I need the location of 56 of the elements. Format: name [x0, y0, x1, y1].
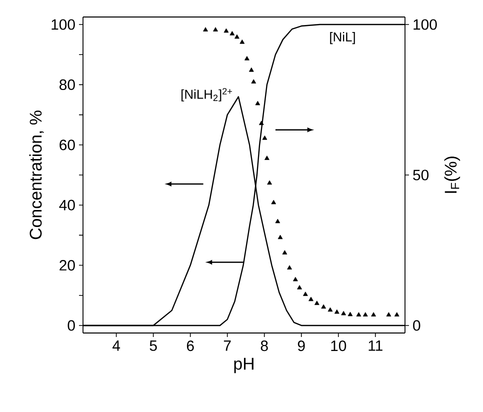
- x-tick-label: 9: [298, 340, 305, 352]
- point: [302, 292, 308, 296]
- point: [251, 79, 256, 84]
- y2-tick-label: 0: [413, 320, 420, 331]
- point: [348, 312, 353, 316]
- series-label: [NiL]: [330, 32, 355, 44]
- point: [321, 304, 326, 309]
- x-tick-label: 6: [186, 340, 194, 352]
- point: [244, 56, 250, 60]
- point: [271, 200, 276, 204]
- x-tick-label: 11: [368, 340, 382, 351]
- point: [258, 120, 264, 126]
- point: [314, 300, 320, 305]
- y-tick-label: 100: [52, 19, 75, 30]
- point: [328, 307, 333, 312]
- point: [287, 265, 292, 270]
- point: [267, 180, 272, 185]
- point: [356, 312, 362, 316]
- point: [371, 312, 376, 316]
- x-tick-label: 7: [224, 340, 231, 351]
- point: [234, 34, 240, 39]
- x-axis-title: pH: [234, 358, 254, 374]
- point: [264, 156, 270, 160]
- y-tick-label: 0: [68, 320, 75, 331]
- x-tick-label: 8: [260, 340, 268, 352]
- point: [230, 31, 235, 36]
- point: [362, 312, 368, 316]
- point: [262, 135, 268, 140]
- point: [203, 27, 208, 32]
- point: [394, 312, 400, 316]
- point: [308, 296, 314, 302]
- y2-axis-title: I$_{F}$(%): [444, 156, 460, 193]
- point: [275, 218, 280, 224]
- point: [297, 285, 302, 290]
- point: [386, 312, 392, 316]
- y-tick-label: 60: [60, 140, 75, 150]
- point: [341, 310, 346, 316]
- y2-tick-label: 100: [414, 19, 437, 30]
- point: [293, 276, 298, 282]
- point: [240, 39, 245, 44]
- point: [224, 28, 229, 33]
- y2-tick-label: 50: [413, 170, 429, 180]
- y-tick-label: 80: [60, 79, 75, 90]
- point: [282, 250, 288, 254]
- point: [334, 309, 340, 314]
- y-tick-label: 20: [60, 260, 75, 271]
- x-tick-label: 5: [150, 340, 157, 351]
- y-axis-title: Concentration, %: [29, 110, 44, 240]
- point: [213, 27, 218, 32]
- x-tick-label: 10: [331, 340, 346, 352]
- x-tick-label: 4: [112, 340, 120, 351]
- series-label: [NiLH$_{2}$]$^{2+}$: [181, 88, 232, 102]
- point: [278, 234, 283, 240]
- y-tick-label: 40: [59, 200, 75, 210]
- point: [255, 100, 260, 106]
- point: [248, 67, 254, 72]
